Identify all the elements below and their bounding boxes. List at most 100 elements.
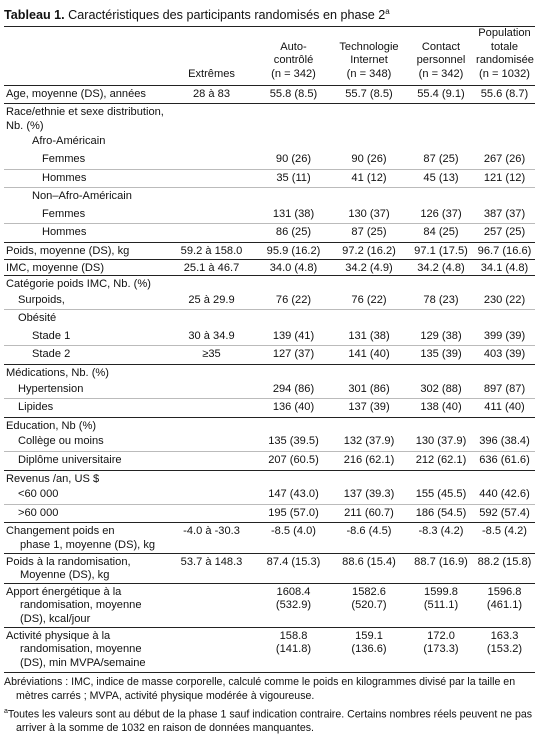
cell-total: 636 (61.6)	[479, 454, 530, 467]
row-surpoids: Surpoids, 25 à 29.9 76 (22) 76 (22) 78 (…	[4, 292, 535, 310]
row-stade1: Stade 1 30 à 34.9 139 (41) 131 (38) 129 …	[4, 328, 535, 346]
cell-total: 121 (12)	[483, 171, 526, 184]
header-autocontrole: Auto-contrôlé (n = 342)	[271, 40, 316, 80]
row-afro-hommes: Hommes 35 (11) 41 (12) 45 (13) 121 (12)	[4, 169, 535, 188]
cell-contact: 129 (38)	[420, 329, 462, 342]
cell-contact: 130 (37.9)	[415, 435, 467, 448]
row-afro-header: Afro-Américain	[4, 133, 535, 151]
cell-autocontrole: 55.8 (8.5)	[269, 87, 318, 100]
row-extremes: 59.2 à 158.0	[180, 244, 243, 257]
cell-internet: 130 (37)	[348, 207, 390, 220]
row-race-header: Race/ethnie et sexe distribution, Nb. (%…	[4, 103, 535, 134]
row-label: IMC, moyenne (DS)	[6, 261, 105, 274]
row-label: Femmes	[42, 152, 86, 165]
cell-internet: 76 (22)	[351, 293, 387, 306]
row-label: Stade 2	[32, 348, 71, 361]
table-number: Tableau 1.	[4, 8, 65, 23]
cell-autocontrole: 294 (86)	[272, 382, 315, 395]
cell-autocontrole: 127 (37)	[272, 348, 315, 361]
cell-total: 230 (22)	[483, 293, 526, 306]
row-revenus-high: >60 000 195 (57.0) 211 (60.7) 186 (54.5)…	[4, 504, 535, 523]
row-extremes: -4.0 à -30.3	[183, 525, 240, 538]
row-label: Activité physique à la randomisation, moy…	[6, 629, 146, 669]
cell-total: 163.3 (153.2)	[486, 629, 523, 656]
row-label: Stade 1	[32, 329, 71, 342]
cell-internet: 88.6 (15.4)	[342, 555, 396, 568]
row-categorie-header: Catégorie poids IMC, Nb. (%)	[4, 275, 535, 292]
cell-autocontrole: 90 (26)	[275, 152, 312, 165]
row-education-header: Education, Nb (%)	[4, 417, 535, 433]
header-extremes: Extrêmes	[188, 67, 235, 80]
cell-autocontrole: 34.0 (4.8)	[269, 261, 318, 274]
cell-contact: 186 (54.5)	[415, 506, 467, 519]
cell-total: 403 (39)	[483, 348, 526, 361]
cell-internet: 137 (39.3)	[343, 488, 395, 501]
cell-contact: 55.4 (9.1)	[417, 87, 465, 100]
cell-internet: 97.2 (16.2)	[342, 244, 396, 257]
cell-autocontrole: 86 (25)	[275, 226, 312, 239]
row-lipides: Lipides 136 (40) 137 (39) 138 (40) 411 (…	[4, 398, 535, 418]
row-nonafro-hommes: Hommes 86 (25) 87 (25) 84 (25) 257 (25)	[4, 223, 535, 243]
cell-total: 387 (37)	[483, 207, 526, 220]
row-activite-physique: Activité physique à la randomisation, moy…	[4, 627, 535, 672]
row-label: Obésité	[18, 312, 57, 325]
row-label: <60 000	[18, 488, 59, 501]
cell-total: 411 (40)	[484, 401, 525, 414]
cell-autocontrole: 76 (22)	[275, 293, 312, 306]
cell-internet: 87 (25)	[351, 226, 387, 239]
cell-contact: 138 (40)	[420, 401, 462, 414]
cell-internet: -8.6 (4.5)	[346, 525, 392, 538]
row-extremes: 28 à 83	[192, 87, 230, 100]
cell-total: 897 (87)	[483, 382, 526, 395]
row-label: Hypertension	[18, 382, 84, 395]
header-empty	[4, 27, 166, 85]
row-changement-poids: Changement poids en phase 1, moyenne (DS)…	[4, 522, 535, 553]
row-hypertension: Hypertension 294 (86) 301 (86) 302 (88) …	[4, 381, 535, 399]
cell-internet: 137 (39)	[348, 401, 390, 414]
cell-total: 440 (42.6)	[479, 488, 530, 501]
row-extremes: ≥35	[202, 348, 221, 361]
row-revenus-low: <60 000 147 (43.0) 137 (39.3) 155 (45.5)…	[4, 486, 535, 504]
cell-autocontrole: 95.9 (16.2)	[266, 244, 321, 257]
row-afro-femmes: Femmes 90 (26) 90 (26) 87 (25) 267 (26)	[4, 151, 535, 169]
row-label: Surpoids,	[18, 293, 65, 306]
title-note-mark: a	[385, 7, 390, 16]
cell-total: 34.1 (4.8)	[480, 261, 529, 274]
row-obesite-header: Obésité	[4, 309, 535, 328]
row-revenus-header: Revenus /an, US $	[4, 470, 535, 486]
row-label: Lipides	[18, 401, 54, 414]
footnote-a: aToutes les valeurs sont au début de la …	[4, 707, 533, 734]
cell-contact: 78 (23)	[423, 293, 459, 306]
footnote-abbreviations: Abréviations : IMC, indice de masse corp…	[4, 676, 516, 702]
cell-autocontrole: 35 (11)	[276, 171, 311, 184]
table-page: Tableau 1. Caractéristiques des particip…	[4, 0, 535, 735]
cell-internet: 131 (38)	[348, 329, 390, 342]
row-medications-header: Médications, Nb. (%)	[4, 364, 535, 381]
characteristics-table: Extrêmes Auto-contrôlé (n = 342) Technolo…	[4, 27, 535, 672]
cell-autocontrole: 139 (41)	[272, 329, 315, 342]
cell-autocontrole: 1608.4 (532.9)	[275, 585, 312, 612]
cell-internet: 41 (12)	[351, 171, 387, 184]
cell-total: 96.7 (16.6)	[477, 244, 532, 257]
cell-total: 396 (38.4)	[479, 435, 530, 448]
row-label: Race/ethnie et sexe distribution, Nb. (%…	[6, 106, 164, 132]
row-extremes: 30 à 34.9	[188, 329, 235, 342]
cell-internet: 211 (60.7)	[344, 506, 394, 519]
cell-autocontrole: 131 (38)	[272, 207, 315, 220]
row-label: Diplôme universitaire	[18, 454, 122, 467]
row-extremes: 25 à 29.9	[188, 293, 235, 306]
row-imc: IMC, moyenne (DS) 25.1 à 46.7 34.0 (4.8)…	[4, 259, 535, 276]
cell-contact: 45 (13)	[423, 171, 459, 184]
cell-internet: 159.1 (136.6)	[351, 629, 387, 656]
cell-total: 267 (26)	[483, 152, 526, 165]
row-extremes: 53.7 à 148.3	[180, 555, 243, 568]
row-label: Poids à la randomisation, Moyenne (DS), k…	[6, 555, 131, 582]
cell-autocontrole: 158.8 (141.8)	[275, 629, 312, 656]
row-poids: Poids, moyenne (DS), kg 59.2 à 158.0 95.…	[4, 242, 535, 259]
table-footnotes: Abréviations : IMC, indice de masse corp…	[4, 672, 535, 735]
row-label: Education, Nb (%)	[6, 419, 97, 432]
row-college: Collège ou moins 135 (39.5) 132 (37.9) 1…	[4, 433, 535, 451]
cell-internet: 216 (62.1)	[343, 454, 395, 467]
row-label: Afro-Américain	[32, 135, 106, 148]
cell-internet: 34.2 (4.9)	[345, 261, 393, 274]
